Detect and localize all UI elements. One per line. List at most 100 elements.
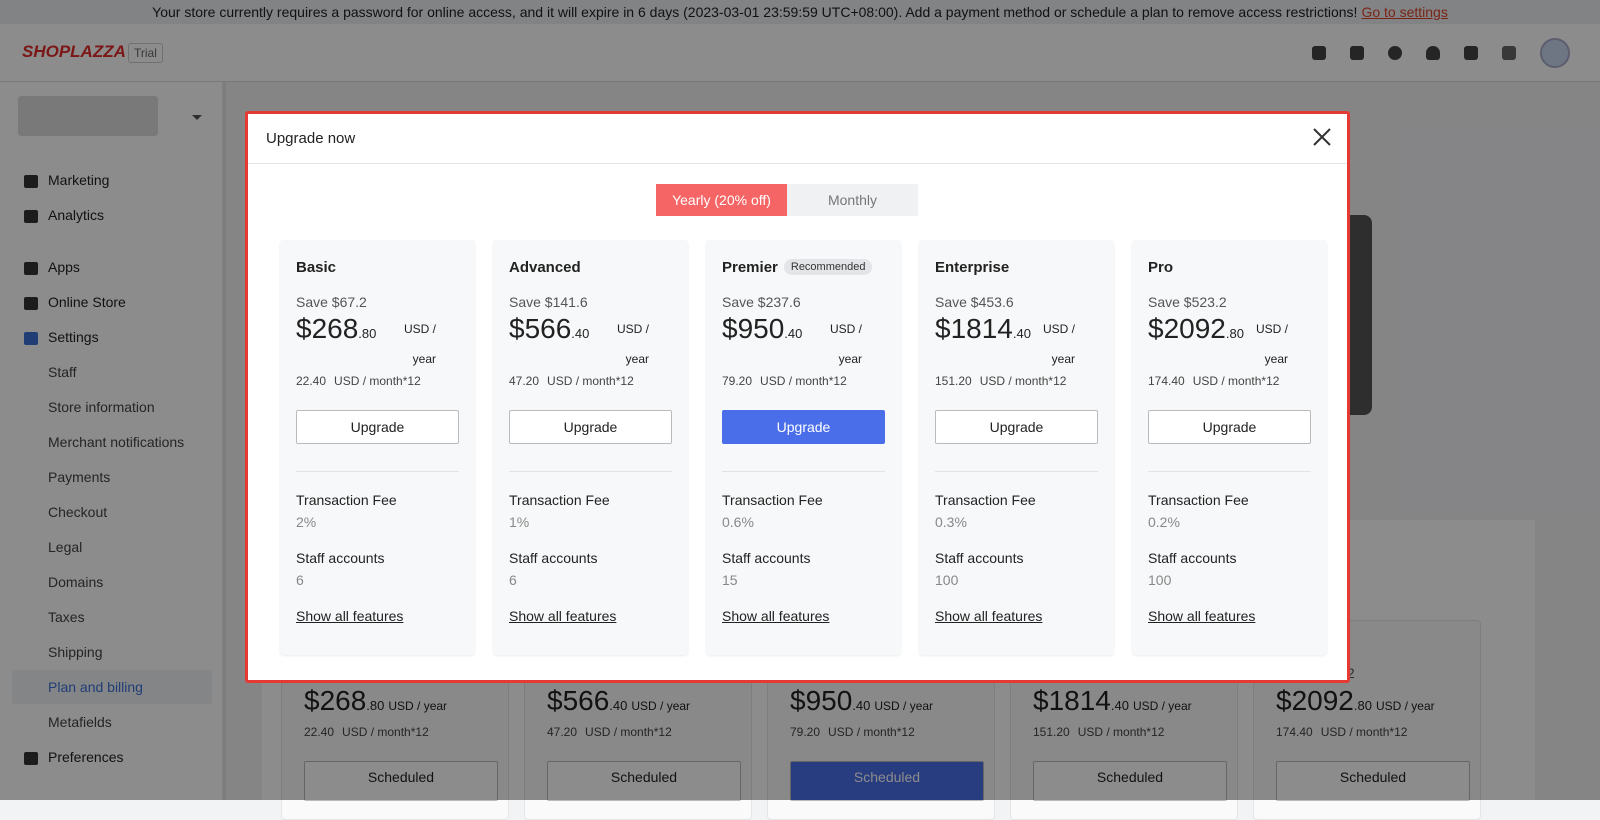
wifi-icon[interactable] [1502,46,1516,60]
nav-item[interactable]: Online Store [48,294,126,310]
upgrade-button[interactable]: Upgrade [296,410,459,444]
help-icon[interactable] [1388,46,1402,60]
plan-monthly: 22.40 USD / month*12 [304,725,429,739]
nav-icon [24,752,38,765]
nav-subitem[interactable]: Payments [48,469,111,485]
plan-price: $950.40 USD / year [722,314,862,374]
store-icon[interactable] [1350,46,1364,60]
monthly-price: 79.20 [790,725,821,739]
billing-tab[interactable]: Monthly [787,184,918,216]
nav-subitem[interactable]: Merchant notifications [48,434,185,450]
nav-subitem[interactable]: Staff [48,364,77,380]
features-link[interactable]: Show all features [296,608,404,624]
price-cents: .40 [609,698,628,713]
scheduled-button[interactable]: Scheduled [1276,761,1470,801]
flag-icon[interactable] [1312,46,1326,60]
nav-subitem[interactable]: Metafields [48,714,112,730]
monthly-price: 151.20 [935,374,972,388]
nav-icon [24,262,38,275]
nav-item[interactable]: Preferences [48,749,124,765]
chat-icon[interactable] [1464,46,1478,60]
monthly-unit: USD / month*12 [342,725,429,739]
plan-name: Advanced [509,258,581,276]
plan-monthly: 79.20 USD / month*12 [722,374,885,392]
staff-value: 100 [935,572,959,588]
scheduled-button[interactable]: Scheduled [304,761,498,801]
staff-value: 15 [722,572,738,588]
price-amount: $1814.40 [935,314,1031,349]
price-main: $1814 [935,313,1013,344]
scheduled-button[interactable]: Scheduled [1033,761,1227,801]
fee-label: Transaction Fee [1148,492,1249,508]
nav-subitem[interactable]: Legal [48,539,83,555]
upgrade-button[interactable]: Upgrade [722,410,885,444]
fee-label: Transaction Fee [509,492,610,508]
plan-name-row: Enterprise [935,257,1098,277]
upgrade-button[interactable]: Upgrade [935,410,1098,444]
nav-subitem[interactable]: Plan and billing [48,679,143,695]
price-unit: USD / year [1375,699,1435,713]
plan-card: Enterprise Save $453.6 $1814.40 USD / year 1… [919,240,1114,655]
plan-monthly: 22.40 USD / month*12 [296,374,459,392]
nav-item[interactable]: Marketing [48,172,110,188]
features-link[interactable]: Show all features [1148,608,1256,624]
staff-label: Staff accounts [296,550,385,566]
nav-subitem[interactable]: Checkout [48,504,108,520]
nav-item[interactable]: Settings [48,329,99,345]
features-link[interactable]: Show all features [509,608,617,624]
nav-highlight [12,670,212,704]
price-cents: .80 [366,698,385,713]
plan-price: $1814.40 USD / year [1033,685,1192,717]
banner: Your store currently requires a password… [0,0,1600,24]
banner-text: Your store currently requires a password… [152,4,1358,20]
fee-value: 0.6% [722,514,754,530]
upgrade-button[interactable]: Upgrade [1148,410,1311,444]
bell-icon[interactable] [1426,46,1440,60]
scheduled-button[interactable]: Scheduled [790,761,984,801]
monthly-unit: USD / month*12 [547,374,634,388]
price-amount: $950.40 [722,314,802,349]
plan-monthly: 174.40 USD / month*12 [1148,374,1311,392]
nav-subitem[interactable]: Shipping [48,644,103,660]
price-cents: .40 [571,326,590,341]
billing-tab[interactable]: Yearly (20% off) [656,184,787,216]
features-link[interactable]: Show all features [935,608,1043,624]
nav-item[interactable]: Apps [48,259,80,275]
upgrade-button[interactable]: Upgrade [509,410,672,444]
price-unit: USD / year [1132,699,1192,713]
fee-value: 0.2% [1148,514,1180,530]
store-selector[interactable] [18,96,158,136]
fee-value: 1% [509,514,530,530]
scheduled-button[interactable]: Scheduled [547,761,741,801]
price-unit: USD / year [616,322,649,366]
close-button[interactable] [1311,126,1333,148]
staff-label: Staff accounts [935,550,1024,566]
nav-subitem[interactable]: Store information [48,399,155,415]
staff-value: 6 [509,572,517,588]
price-main: $2092 [1148,313,1226,344]
dropdown-caret [192,115,202,125]
nav-subitem[interactable]: Domains [48,574,104,590]
plan-monthly: 151.20 USD / month*12 [935,374,1098,392]
price-amount: $2092.80 [1148,314,1244,349]
banner-link[interactable]: Go to settings [1361,4,1448,20]
plan-monthly: 47.20 USD / month*12 [547,725,672,739]
fee-label: Transaction Fee [935,492,1036,508]
price-main: $268 [296,313,359,344]
plan-card: Basic Save $67.2 $268.80 USD / year 22.40 USD… [280,240,475,655]
monthly-price: 174.40 [1148,374,1185,388]
nav-item[interactable]: Analytics [48,207,105,223]
plan-price: $268.80 USD / year [304,685,447,717]
fee-label: Transaction Fee [722,492,823,508]
nav-subitem[interactable]: Taxes [48,609,85,625]
plan-card: Advanced Save $141.6 $566.40 USD / year 47.2… [493,240,688,655]
sidebar: Marketing Analytics Apps Online Store Settin… [0,82,226,800]
avatar[interactable] [1540,38,1570,68]
features-link[interactable]: Show all features [722,608,830,624]
plan-price: $2092.80 USD / year [1148,314,1288,374]
price-main: $950 [722,313,785,344]
price-cents: .40 [1110,698,1129,713]
recommended-badge: Recommended [783,259,873,275]
